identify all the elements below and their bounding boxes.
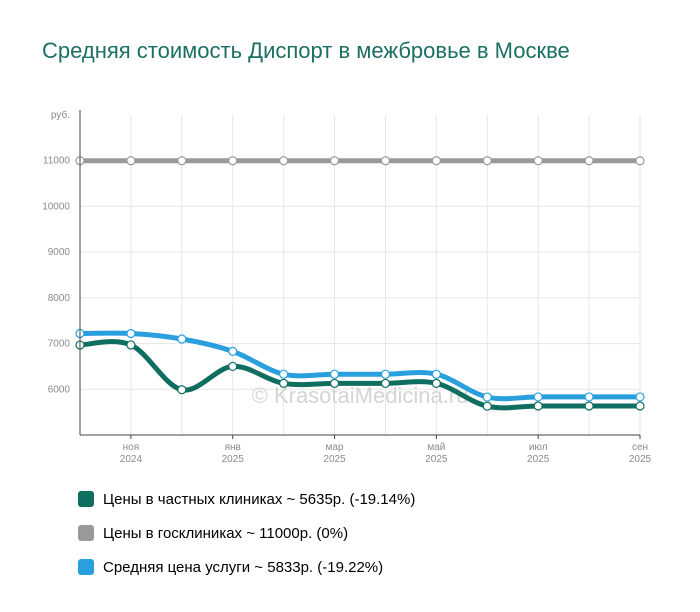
series-public bbox=[75, 156, 645, 166]
x-tick-month: ноя bbox=[123, 442, 140, 453]
y-tick-label: 11000 bbox=[43, 156, 71, 167]
x-tick-month: сен bbox=[632, 442, 648, 453]
y-tick-label: 10000 bbox=[42, 201, 70, 212]
legend-item-public[interactable]: Цены в госклиниках ~ 11000р. (0%) bbox=[78, 516, 415, 550]
data-point-private[interactable] bbox=[177, 385, 187, 395]
data-point-average[interactable] bbox=[279, 369, 289, 379]
x-tick-year: 2025 bbox=[527, 454, 550, 465]
data-point-public[interactable] bbox=[533, 156, 543, 166]
data-point-public[interactable] bbox=[279, 156, 289, 166]
data-point-public[interactable] bbox=[329, 156, 340, 166]
y-tick-label: 9000 bbox=[48, 247, 71, 258]
legend-item-average[interactable]: Средняя цена услуги ~ 5833р. (-19.22%) bbox=[78, 550, 415, 584]
data-point-public[interactable] bbox=[177, 156, 187, 166]
data-point-public[interactable] bbox=[380, 156, 391, 166]
legend-swatch-public bbox=[78, 525, 94, 541]
legend-item-private[interactable]: Цены в частных клиниках ~ 5635р. (-19.14… bbox=[78, 482, 415, 516]
data-point-average[interactable] bbox=[380, 369, 391, 379]
x-tick-year: 2025 bbox=[222, 454, 245, 465]
data-point-private[interactable] bbox=[431, 378, 441, 388]
data-point-private[interactable] bbox=[482, 401, 492, 411]
series-group bbox=[75, 156, 645, 411]
data-point-private[interactable] bbox=[533, 401, 543, 411]
y-tick-label: 8000 bbox=[48, 293, 71, 304]
y-unit-label: руб. bbox=[51, 109, 70, 121]
data-point-average[interactable] bbox=[126, 328, 136, 339]
data-point-public[interactable] bbox=[126, 156, 136, 166]
x-tick-month: июл bbox=[529, 442, 548, 453]
data-point-private[interactable] bbox=[635, 401, 645, 411]
series-private bbox=[75, 339, 645, 411]
legend-label-average: Средняя цена услуги ~ 5833р. (-19.22%) bbox=[103, 558, 384, 576]
x-tick-year: 2024 bbox=[120, 454, 143, 465]
data-point-average[interactable] bbox=[431, 369, 441, 379]
data-point-public[interactable] bbox=[431, 156, 441, 166]
watermark: © KrasotaiMedicina.ru bbox=[252, 383, 469, 408]
data-point-average[interactable] bbox=[482, 392, 492, 402]
data-point-average[interactable] bbox=[533, 392, 543, 402]
data-point-average[interactable] bbox=[635, 392, 645, 402]
x-tick-month: янв bbox=[225, 442, 241, 453]
legend: Цены в частных клиниках ~ 5635р. (-19.14… bbox=[78, 482, 415, 584]
legend-swatch-private bbox=[78, 491, 94, 507]
data-point-private[interactable] bbox=[228, 361, 238, 372]
data-point-average[interactable] bbox=[228, 346, 238, 356]
data-point-average[interactable] bbox=[584, 392, 594, 402]
data-point-public[interactable] bbox=[635, 156, 645, 166]
series-average bbox=[75, 328, 645, 402]
legend-swatch-average bbox=[78, 559, 94, 575]
legend-label-private: Цены в частных клиниках ~ 5635р. (-19.14… bbox=[103, 490, 416, 508]
x-tick-year: 2025 bbox=[425, 454, 448, 465]
x-tick-year: 2025 bbox=[323, 454, 346, 465]
x-tick-month: мар bbox=[326, 442, 344, 453]
grid bbox=[79, 115, 641, 435]
data-point-private[interactable] bbox=[584, 401, 594, 411]
data-point-public[interactable] bbox=[228, 156, 238, 166]
data-point-public[interactable] bbox=[584, 156, 594, 166]
x-tick-year: 2025 bbox=[629, 454, 652, 465]
legend-label-public: Цены в госклиниках ~ 11000р. (0%) bbox=[103, 524, 349, 542]
data-point-average[interactable] bbox=[177, 334, 187, 344]
y-tick-label: 6000 bbox=[48, 384, 71, 395]
data-point-private[interactable] bbox=[126, 340, 136, 350]
data-point-average[interactable] bbox=[329, 369, 340, 379]
line-chart: © KrasotaiMedicina.ru 6000 7000 8000 9000 10… bbox=[42, 109, 651, 465]
data-point-private[interactable] bbox=[279, 378, 289, 388]
x-tick-month: май bbox=[427, 442, 445, 453]
data-point-private[interactable] bbox=[329, 378, 340, 388]
chart-title: Средняя стоимость Диспорт в межбровье в … bbox=[42, 38, 570, 63]
data-point-private[interactable] bbox=[380, 378, 391, 388]
data-point-public[interactable] bbox=[482, 156, 492, 166]
y-tick-label: 7000 bbox=[48, 339, 71, 350]
